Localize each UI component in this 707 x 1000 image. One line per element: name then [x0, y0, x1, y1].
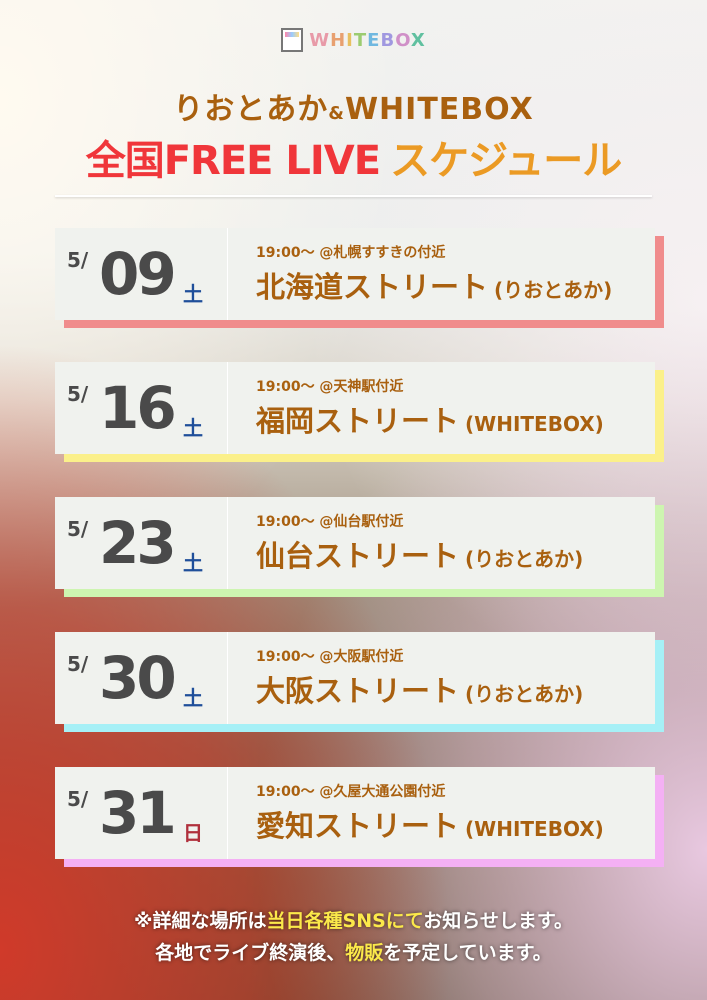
ampersand: &	[328, 103, 345, 124]
card-face: 5/ 09 土 19:00～ @札幌すすきの付近 北海道ストリート (りおとあか)	[55, 228, 655, 320]
day: 30	[99, 644, 177, 712]
event-info: 19:00～ @大阪駅付近 大阪ストリート (りおとあか)	[228, 646, 583, 710]
venue-line: 福岡ストリート (WHITEBOX)	[256, 398, 604, 440]
performer: (りおとあか)	[494, 278, 613, 302]
time-location: 19:00～ @久屋大通公園付近	[256, 784, 446, 800]
group-name: WHITEBOX	[344, 92, 534, 127]
time-location: 19:00～ @札幌すすきの付近	[256, 245, 446, 261]
notes: ※詳細な場所は当日各種SNSにてお知らせします。 各地でライブ終演後、物販を予定…	[0, 905, 707, 969]
performer: (りおとあか)	[465, 547, 584, 571]
logo-letter: H	[330, 29, 347, 51]
weekday: 日	[183, 821, 203, 845]
note-highlight: 物販	[345, 942, 384, 964]
logo-text: WHITEBOX	[309, 30, 426, 51]
place-name: 仙台ストリート	[256, 539, 460, 573]
weekday: 土	[183, 282, 203, 306]
event-info: 19:00～ @仙台駅付近 仙台ストリート (りおとあか)	[228, 511, 583, 575]
performer: (りおとあか)	[465, 682, 584, 706]
event-card: 5/ 09 土 19:00～ @札幌すすきの付近 北海道ストリート (りおとあか)	[55, 228, 664, 328]
day: 16	[99, 374, 177, 442]
performer: (WHITEBOX)	[465, 412, 604, 436]
day: 31	[99, 779, 177, 847]
logo-letter: I	[346, 29, 354, 51]
note-text: を予定しています。	[383, 942, 552, 964]
logo-letter: T	[353, 29, 368, 51]
event-card: 5/ 16 土 19:00～ @天神駅付近 福岡ストリート (WHITEBOX)	[55, 362, 664, 462]
time-location: 19:00～ @天神駅付近	[256, 379, 404, 395]
title-line-2: 全国FREE LIVE スケジュール	[0, 128, 707, 186]
title-line-1: りおとあか&WHITEBOX	[0, 84, 707, 128]
day: 23	[99, 509, 177, 577]
place-name: 北海道ストリート	[256, 270, 489, 304]
note-line-1: ※詳細な場所は当日各種SNSにてお知らせします。	[0, 905, 707, 937]
note-highlight: 当日各種SNSにて	[266, 910, 424, 932]
venue-line: 仙台ストリート (りおとあか)	[256, 533, 583, 575]
month: 5/	[67, 652, 89, 676]
logo-letter: O	[395, 29, 411, 51]
divider	[55, 195, 652, 197]
month: 5/	[67, 787, 89, 811]
venue-line: 大阪ストリート (りおとあか)	[256, 668, 583, 710]
month: 5/	[67, 517, 89, 541]
note-text: ※詳細な場所は	[134, 910, 267, 932]
time-location: 19:00～ @仙台駅付近	[256, 514, 404, 530]
event-card: 5/ 30 土 19:00～ @大阪駅付近 大阪ストリート (りおとあか)	[55, 632, 664, 732]
event-info: 19:00～ @天神駅付近 福岡ストリート (WHITEBOX)	[228, 376, 604, 440]
weekday: 土	[183, 551, 203, 575]
time-location: 19:00～ @大阪駅付近	[256, 649, 404, 665]
place-name: 愛知ストリート	[256, 809, 460, 843]
month: 5/	[67, 382, 89, 406]
note-text: お知らせします。	[423, 910, 573, 932]
logo-letter: W	[309, 29, 331, 51]
note-line-2: 各地でライブ終演後、物販を予定しています。	[0, 937, 707, 969]
event-date: 5/ 31 日	[55, 767, 228, 859]
artist-name: りおとあか	[173, 92, 329, 127]
card-face: 5/ 30 土 19:00～ @大阪駅付近 大阪ストリート (りおとあか)	[55, 632, 655, 724]
event-info: 19:00～ @札幌すすきの付近 北海道ストリート (りおとあか)	[228, 242, 612, 306]
month: 5/	[67, 248, 89, 272]
note-text: 各地でライブ終演後、	[155, 942, 346, 964]
title-red: 全国FREE LIVE	[85, 138, 381, 184]
logo-letter: E	[367, 29, 381, 51]
event-info: 19:00～ @久屋大通公園付近 愛知ストリート (WHITEBOX)	[228, 781, 604, 845]
event-date: 5/ 09 土	[55, 228, 228, 320]
venue-line: 愛知ストリート (WHITEBOX)	[256, 803, 604, 845]
title-orange: スケジュール	[390, 138, 622, 184]
event-card: 5/ 23 土 19:00～ @仙台駅付近 仙台ストリート (りおとあか)	[55, 497, 664, 597]
weekday: 土	[183, 416, 203, 440]
logo-letter: X	[410, 29, 426, 51]
event-date: 5/ 16 土	[55, 362, 228, 454]
place-name: 大阪ストリート	[256, 674, 460, 708]
performer: (WHITEBOX)	[465, 817, 604, 841]
event-date: 5/ 23 土	[55, 497, 228, 589]
event-card: 5/ 31 日 19:00～ @久屋大通公園付近 愛知ストリート (WHITEBO…	[55, 767, 664, 867]
box-icon	[281, 28, 304, 52]
event-date: 5/ 30 土	[55, 632, 228, 724]
logo-letter: B	[380, 29, 396, 51]
card-face: 5/ 31 日 19:00～ @久屋大通公園付近 愛知ストリート (WHITEBO…	[55, 767, 655, 859]
place-name: 福岡ストリート	[256, 404, 460, 438]
weekday: 土	[183, 686, 203, 710]
card-face: 5/ 23 土 19:00～ @仙台駅付近 仙台ストリート (りおとあか)	[55, 497, 655, 589]
whitebox-logo: WHITEBOX	[0, 28, 707, 52]
day: 09	[99, 240, 177, 308]
card-face: 5/ 16 土 19:00～ @天神駅付近 福岡ストリート (WHITEBOX)	[55, 362, 655, 454]
venue-line: 北海道ストリート (りおとあか)	[256, 264, 612, 306]
